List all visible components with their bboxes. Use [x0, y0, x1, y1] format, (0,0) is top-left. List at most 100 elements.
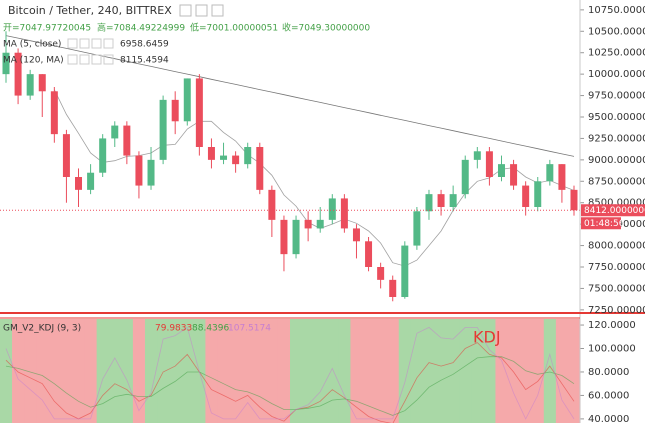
candle-body	[62, 134, 70, 177]
signal-band	[48, 319, 61, 423]
signal-band	[36, 319, 49, 423]
y-tick-label: 9250.00000000	[588, 133, 645, 144]
candle-body	[437, 194, 445, 207]
candle-body	[546, 164, 554, 182]
icon[interactable]	[91, 38, 102, 49]
candle-body	[14, 52, 22, 96]
candle-body	[159, 99, 167, 160]
signal-band	[410, 319, 424, 423]
y-tick-label: 10500.00000000	[588, 26, 645, 37]
signal-band	[265, 319, 279, 423]
candle-body	[87, 172, 95, 190]
y-tick-label: 7750.00000000	[588, 262, 645, 273]
signal-band	[169, 319, 182, 423]
candle-body	[135, 155, 143, 186]
signal-band	[132, 319, 146, 423]
candle-body	[38, 74, 46, 92]
signal-band	[326, 319, 339, 423]
signal-band	[241, 319, 255, 423]
y-tick-label: 9500.00000000	[588, 112, 645, 123]
icon[interactable]	[195, 4, 208, 17]
candle-body	[195, 78, 203, 147]
signal-band	[471, 319, 484, 423]
candle-body	[365, 241, 373, 267]
y-tick-label: 120.0000	[588, 320, 636, 331]
labels: Bitcoin / Tether, 240, BITTREX 开=7047.97…	[3, 4, 501, 347]
signal-band	[120, 319, 134, 423]
candle-body	[244, 147, 252, 165]
candle-body	[183, 78, 191, 122]
signal-band	[447, 319, 460, 423]
candle-body	[75, 177, 83, 190]
plot	[0, 9, 584, 423]
candle-body	[534, 181, 542, 207]
ohlc-open: 开=7047.97720045	[3, 23, 91, 34]
candle-body	[268, 189, 276, 220]
ma-legend-name: MA (5, close)	[3, 40, 61, 50]
candle-body	[111, 125, 119, 139]
candle-body	[232, 155, 240, 165]
signal-band	[362, 319, 376, 423]
kdj-d-value: 88.4396	[192, 324, 229, 334]
icon[interactable]	[211, 4, 224, 17]
ma-line	[53, 89, 575, 267]
candle-body	[473, 151, 481, 160]
signal-band	[338, 319, 351, 423]
candle-body	[304, 219, 312, 229]
candle-body	[377, 267, 385, 280]
candle-body	[558, 164, 566, 190]
icon[interactable]	[79, 38, 90, 49]
countdown-label: 01:48:56	[584, 219, 625, 229]
candle-body	[352, 228, 360, 242]
y-tick-label: 9750.00000000	[588, 91, 645, 102]
icon[interactable]	[103, 38, 114, 49]
y-tick-label: 10750.00000000	[588, 5, 645, 16]
y-tick-label: 8000.00000000	[588, 241, 645, 252]
signal-band	[435, 319, 448, 423]
candle-body	[510, 164, 518, 186]
y-tick-label: 100.0000	[588, 344, 636, 355]
candle-body	[522, 185, 530, 207]
y-tick-label: 10250.00000000	[588, 48, 645, 59]
signal-band	[507, 319, 521, 423]
signal-band	[459, 319, 472, 423]
ohlc-low: 低=7001.00000051	[190, 22, 278, 34]
candle-body	[401, 245, 409, 297]
ma-legend-value: 6958.6459	[120, 40, 169, 50]
y-tick-label: 7500.00000000	[588, 283, 645, 294]
signal-band	[543, 319, 557, 423]
icon[interactable]	[91, 54, 102, 65]
y-tick-label: 8500.00000000	[588, 198, 645, 209]
candle-body	[26, 74, 34, 96]
signal-band	[181, 319, 194, 423]
icon[interactable]	[67, 38, 78, 49]
y-tick-label: 10000.00000000	[588, 69, 645, 80]
candle-body	[147, 159, 155, 186]
candle-body	[570, 189, 578, 211]
icon[interactable]	[67, 54, 78, 65]
kdj-title: GM_V2_KDJ (9, 3)	[3, 324, 81, 334]
signal-band	[290, 319, 303, 423]
ohlc-high: 高=7084.49224999	[97, 22, 185, 34]
signal-band	[72, 319, 86, 423]
icon[interactable]	[79, 54, 90, 65]
ma-legend-value: 8115.4594	[120, 56, 169, 66]
signal-band	[350, 319, 364, 423]
kdj-j-value: 107.5174	[228, 324, 271, 334]
signal-band	[217, 319, 231, 423]
kdj-line	[5, 342, 575, 423]
kdj-line	[5, 356, 575, 416]
y-tick-label: 9000.00000000	[588, 155, 645, 166]
signal-band	[193, 319, 206, 423]
y-tick-label: 40.0000	[588, 414, 629, 423]
signal-band	[374, 319, 388, 423]
signal-band	[0, 319, 13, 423]
signal-band	[555, 319, 569, 423]
candle-body	[99, 138, 107, 173]
icon[interactable]	[179, 4, 192, 17]
candle-body	[256, 147, 264, 190]
last-price-tag	[581, 204, 645, 217]
countdown-tag	[581, 217, 621, 230]
icon[interactable]	[103, 54, 114, 65]
signal-band	[12, 319, 25, 423]
